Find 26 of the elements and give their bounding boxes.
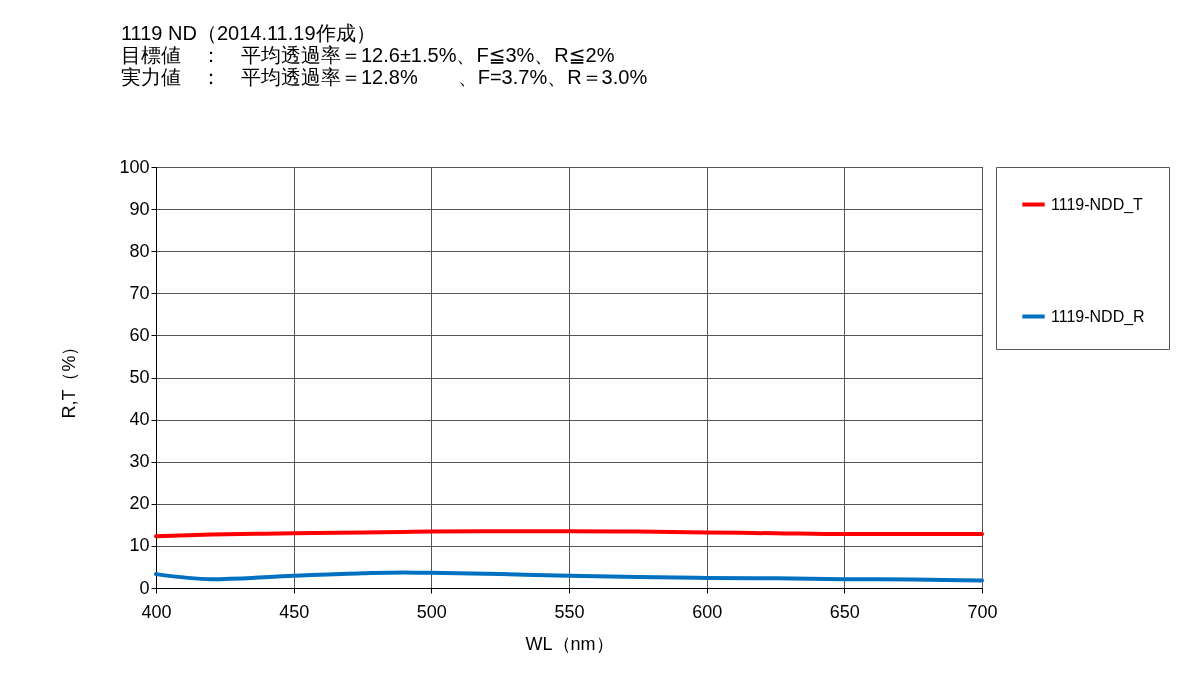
y-tick-label: 40	[129, 409, 150, 430]
y-tick-label: 30	[129, 451, 150, 472]
line-series	[154, 570, 984, 583]
legend-label: 1119-NDD_R	[1051, 307, 1145, 326]
x-tick-label: 600	[692, 601, 723, 622]
legend-label: 1119-NDD_T	[1051, 195, 1144, 214]
y-tick-label: 0	[139, 577, 150, 598]
x-tick-label: 550	[554, 601, 585, 622]
x-axis-title: WL（nm）	[525, 633, 614, 654]
x-tick-label: 450	[279, 601, 310, 622]
y-tick-label: 10	[129, 535, 150, 556]
x-tick-label: 700	[967, 601, 998, 622]
text: 目標値 ： 平均透過率＝12.6±1.5%、F≦3%、R≦2%	[120, 44, 615, 66]
y-tick-label: 100	[119, 156, 150, 177]
x-tick-label: 650	[829, 601, 860, 622]
x-tick-label: 400	[141, 601, 172, 622]
y-tick-label: 70	[129, 282, 150, 303]
y-tick-label: 50	[129, 367, 150, 387]
y-tick-label: 90	[129, 198, 150, 219]
y-tick-label: 60	[129, 324, 150, 345]
chart-title: 1119 ND（2014.11.19作成）	[120, 22, 376, 44]
y-tick-label: 20	[129, 493, 150, 514]
text: 実力値 ： 平均透過率＝12.8% 、F=3.7%、R＝3.0%	[120, 66, 648, 88]
x-tick-label: 500	[416, 601, 447, 622]
y-tick-label: 80	[129, 240, 150, 261]
y-axis-title: R,T（%）	[59, 337, 80, 419]
